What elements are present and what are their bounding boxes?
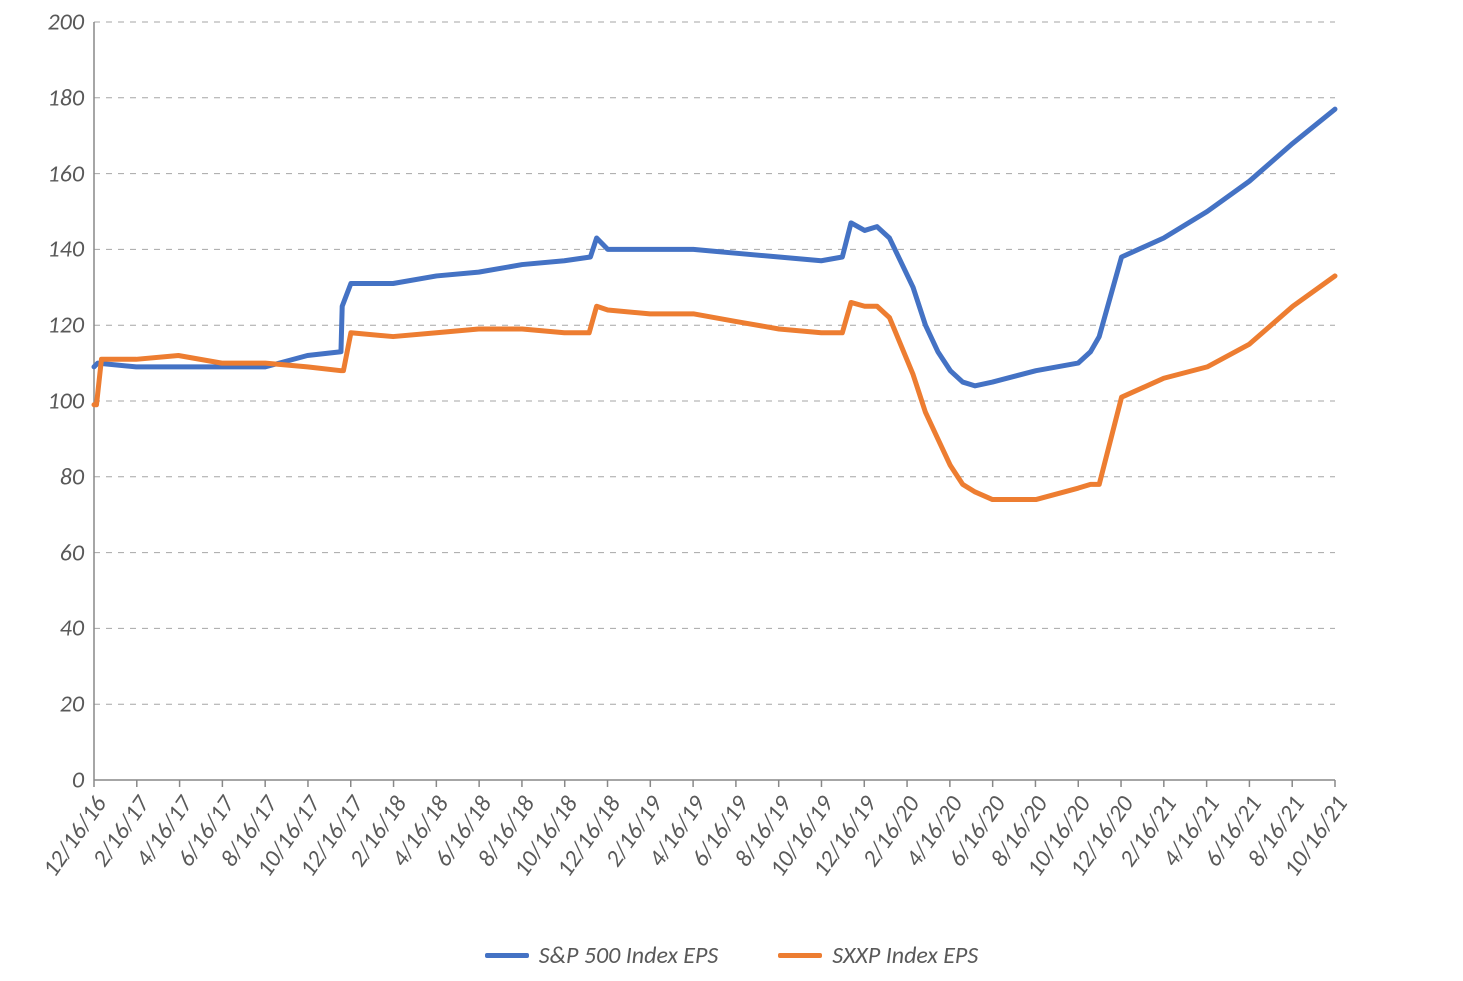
eps-line-chart: 020406080100120140160180200 12/16/162/16…: [0, 0, 1463, 981]
legend-label: S&P 500 Index EPS: [539, 941, 718, 970]
x-axis-ticks: 12/16/162/16/174/16/176/16/178/16/1710/1…: [0, 0, 1463, 981]
legend-item-sp500: S&P 500 Index EPS: [485, 941, 718, 970]
chart-legend: S&P 500 Index EPS SXXP Index EPS: [0, 941, 1463, 970]
legend-item-sxxp: SXXP Index EPS: [778, 941, 978, 970]
legend-swatch: [485, 953, 529, 958]
legend-swatch: [778, 953, 822, 958]
legend-label: SXXP Index EPS: [832, 941, 978, 970]
